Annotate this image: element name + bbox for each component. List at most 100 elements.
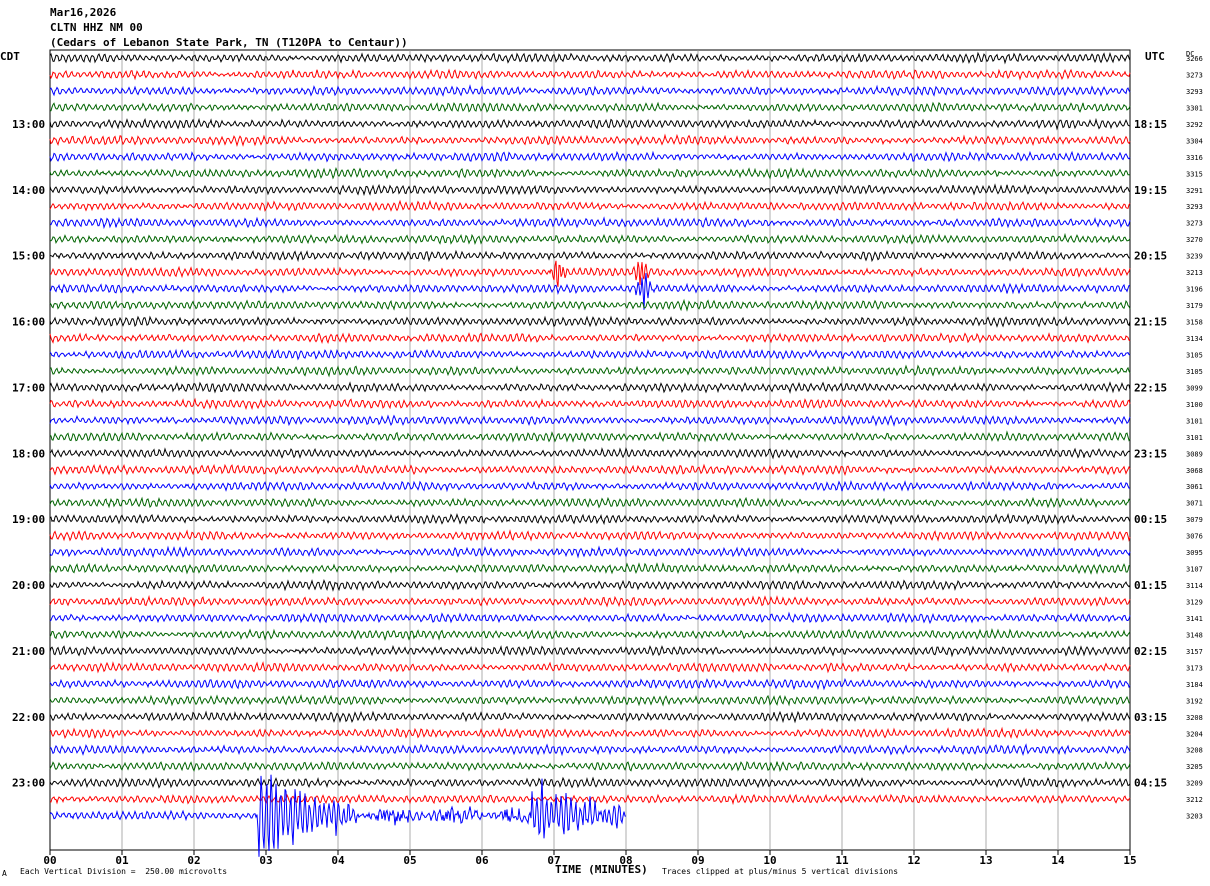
trace-line [49, 249, 1131, 263]
dc-offset-label: 3208 [1186, 747, 1203, 755]
x-tick-label: 05 [403, 854, 416, 867]
trace-line [49, 774, 627, 857]
dc-offset-label: 3212 [1186, 796, 1203, 804]
dc-offset-label: 3079 [1186, 516, 1203, 524]
dc-offset-label: 3209 [1186, 780, 1203, 788]
x-axis-title: TIME (MINUTES) [555, 863, 648, 876]
trace-line [49, 529, 1131, 542]
left-hour-label: 13:00 [12, 118, 45, 131]
trace-line [49, 332, 1131, 345]
trace-line [49, 496, 1131, 509]
trace-line [49, 216, 1131, 230]
dc-offset-label: 3141 [1186, 615, 1203, 623]
trace-line [49, 579, 1131, 592]
dc-offset-label: 3292 [1186, 121, 1203, 129]
dc-offset-label: 3315 [1186, 170, 1203, 178]
trace-line [49, 463, 1131, 477]
dc-offset-label: 3071 [1186, 500, 1203, 508]
trace-line [49, 693, 1130, 707]
dc-offset-label: 3099 [1186, 384, 1203, 392]
dc-offset-label: 3095 [1186, 549, 1203, 557]
x-tick-label: 09 [691, 854, 704, 867]
trace-line [49, 117, 1131, 131]
right-timezone-label: UTC [1145, 50, 1165, 63]
left-hour-label: 15:00 [12, 250, 45, 263]
x-tick-label: 04 [331, 854, 345, 867]
right-hour-label: 02:15 [1134, 645, 1167, 658]
dc-offset-label: 3173 [1186, 664, 1203, 672]
scale-note: Each Vertical Division = 250.00 microvol… [20, 867, 228, 876]
trace-line [49, 430, 1131, 443]
trace-line [49, 397, 1131, 411]
x-tick-label: 07 [547, 854, 560, 867]
right-hour-label: 21:15 [1134, 316, 1167, 329]
x-tick-label: 12 [907, 854, 920, 867]
trace-line [49, 101, 1131, 113]
left-hour-label: 19:00 [12, 513, 45, 526]
dc-offset-label: 3291 [1186, 187, 1203, 195]
right-hour-label: 00:15 [1134, 513, 1167, 526]
trace-line [49, 260, 1131, 287]
dc-offset-label: 3205 [1186, 763, 1203, 771]
x-tick-label: 00 [43, 854, 56, 867]
trace-line [49, 348, 1131, 361]
dc-offset-label: 3114 [1186, 582, 1203, 590]
trace-line [49, 199, 1131, 212]
trace-line [49, 298, 1131, 312]
dc-offset-label: 3213 [1186, 269, 1203, 277]
trace-line [49, 562, 1131, 575]
dc-offset-label: 3304 [1186, 137, 1203, 145]
dc-offset-label: 3266 [1186, 55, 1203, 63]
station-code: CLTN HHZ NM 00 [50, 21, 143, 34]
dc-header-label: DC [1186, 50, 1195, 58]
trace-line [49, 645, 1131, 658]
trace-line [49, 232, 1131, 245]
trace-line [49, 447, 1131, 460]
dc-offset-label: 3196 [1186, 286, 1203, 294]
x-tick-label: 01 [115, 854, 129, 867]
dc-offset-label: 3204 [1186, 730, 1203, 738]
dc-offset-label: 3148 [1186, 631, 1203, 639]
left-hour-label: 21:00 [12, 645, 45, 658]
dc-offset-label: 3105 [1186, 368, 1203, 376]
left-hour-label: 22:00 [12, 711, 45, 724]
dc-offset-label: 3158 [1186, 319, 1203, 327]
x-tick-label: 08 [619, 854, 632, 867]
trace-line [49, 479, 1130, 493]
x-tick-label: 03 [259, 854, 272, 867]
x-tick-label: 14 [1051, 854, 1065, 867]
dc-offset-label: 3301 [1186, 104, 1203, 112]
x-tick-label: 15 [1123, 854, 1136, 867]
trace-line [49, 678, 1131, 691]
trace-line [49, 743, 1131, 757]
right-hour-label: 18:15 [1134, 118, 1167, 131]
right-hour-label: 20:15 [1134, 250, 1167, 263]
trace-line [49, 594, 1131, 608]
right-hour-label: 04:15 [1134, 777, 1167, 790]
x-tick-label: 02 [187, 854, 200, 867]
left-timezone-label: CDT [0, 50, 20, 63]
dc-offset-label: 3179 [1186, 302, 1203, 310]
left-hour-label: 18:00 [12, 447, 45, 460]
left-hour-label: 16:00 [12, 316, 45, 329]
right-hour-label: 01:15 [1134, 579, 1167, 592]
trace-line [49, 661, 1131, 674]
dc-offset-label: 3203 [1186, 813, 1203, 821]
x-tick-label: 10 [763, 854, 776, 867]
left-hour-label: 14:00 [12, 184, 45, 197]
trace-line [49, 133, 1131, 147]
trace-line [49, 726, 1131, 740]
trace-line [49, 776, 1131, 789]
trace-line [49, 513, 1131, 526]
dc-offset-label: 3068 [1186, 467, 1203, 475]
dc-offset-label: 3270 [1186, 236, 1203, 244]
dc-offset-label: 3208 [1186, 714, 1203, 722]
trace-line [49, 150, 1131, 163]
dc-offset-label: 3105 [1186, 351, 1203, 359]
trace-line [49, 611, 1131, 625]
trace-line [49, 710, 1131, 724]
dc-offset-label: 3076 [1186, 533, 1203, 541]
trace-line [49, 627, 1131, 641]
trace-line [49, 84, 1131, 97]
